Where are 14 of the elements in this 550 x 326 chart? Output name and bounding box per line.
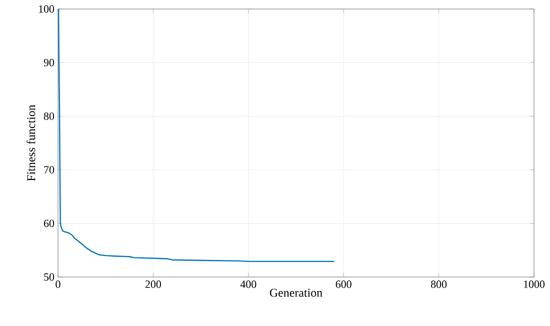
y-tick-label: 70 <box>44 166 54 174</box>
x-tick-label: 1000 <box>524 280 545 288</box>
x-tick-label: 0 <box>56 280 60 288</box>
x-tick-label: 200 <box>145 280 162 288</box>
y-axis-title: Fitness function <box>26 104 36 182</box>
y-tick-label: 100 <box>39 5 54 13</box>
x-axis-title: Generation <box>270 288 322 297</box>
x-tick-label: 600 <box>336 280 352 288</box>
x-tick-label: 800 <box>431 280 447 288</box>
x-tick-label: 400 <box>240 280 256 288</box>
y-tick-label: 80 <box>44 112 54 120</box>
y-tick-label: 50 <box>44 273 54 281</box>
y-tick-label: 90 <box>44 58 54 66</box>
y-tick-label: 60 <box>44 220 54 228</box>
